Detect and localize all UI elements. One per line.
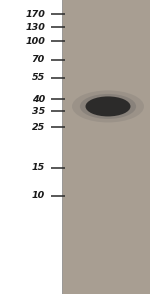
Text: 55: 55 [32, 74, 45, 82]
Text: 15: 15 [32, 163, 45, 172]
Text: 130: 130 [25, 23, 45, 32]
Text: 100: 100 [25, 37, 45, 46]
Text: 25: 25 [32, 123, 45, 132]
Text: 10: 10 [32, 191, 45, 200]
Ellipse shape [85, 96, 130, 116]
Text: 70: 70 [32, 56, 45, 64]
Text: 170: 170 [25, 10, 45, 19]
Ellipse shape [72, 91, 144, 122]
Text: 35: 35 [32, 107, 45, 116]
Ellipse shape [80, 94, 136, 119]
Bar [62, 0, 150, 294]
Text: 40: 40 [32, 95, 45, 104]
